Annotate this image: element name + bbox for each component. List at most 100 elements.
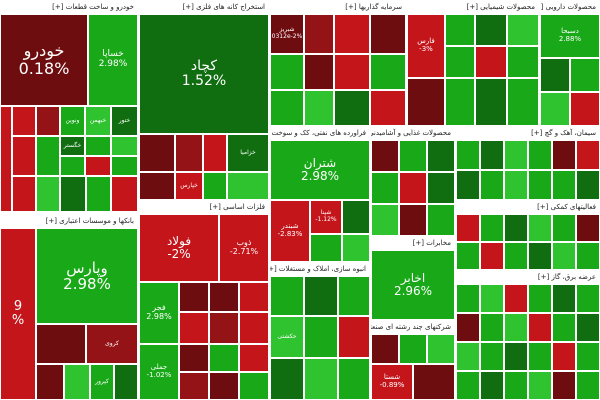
tile-auto-15[interactable] <box>12 176 36 212</box>
sector-oilprod-header[interactable]: محصولات شیمیایی [+] <box>407 0 539 14</box>
sector-auto-header[interactable]: خودرو و ساخت قطعات [+] <box>0 0 138 14</box>
sector-mining[interactable]: استخراج کانه های فلزی [+] کچاد 1.52% خزا… <box>139 0 269 200</box>
tile-metals-8[interactable] <box>209 344 239 372</box>
tile-auto-11[interactable] <box>111 136 138 156</box>
tile-vbmellat[interactable]: وپارس 2.98% <box>36 228 138 324</box>
tile-sbr[interactable]: شبریز 0312e-2% <box>270 14 304 54</box>
tile-re-9[interactable] <box>338 358 370 400</box>
tile-auto-14[interactable] <box>111 156 138 176</box>
tile-fajr[interactable]: فجر 2.98% <box>139 282 179 344</box>
tile-ce-4[interactable] <box>528 140 552 170</box>
tile-re-6[interactable] <box>338 316 370 358</box>
tile-ut-14[interactable] <box>480 342 504 371</box>
tile-ce-2[interactable] <box>480 140 504 170</box>
tile-invest-10[interactable] <box>334 90 370 126</box>
tile-ph-2[interactable] <box>570 58 600 92</box>
tile-chem-7[interactable] <box>371 204 399 236</box>
tile-oil-10[interactable] <box>507 78 539 126</box>
tile-ho-8[interactable] <box>480 242 504 270</box>
tile-banks-5[interactable]: کپرور <box>90 364 114 400</box>
tile-banks-4[interactable] <box>64 364 90 400</box>
tile-invest-6[interactable] <box>334 54 370 90</box>
tile-ce-5[interactable] <box>552 140 576 170</box>
sector-cement-header[interactable]: سیمان، آهک و گچ [+] <box>456 126 600 140</box>
tile-invest-8[interactable] <box>270 90 304 126</box>
tile-ho-10[interactable] <box>528 242 552 270</box>
sector-util-header[interactable]: عرضه برق، گاز [+] <box>456 270 600 284</box>
sector-realestate[interactable]: انبوه سازی، املاک و مستغلات [+] حکشتی <box>270 262 370 400</box>
sector-invest-header[interactable]: سرمایه گذاریها [+] <box>270 0 406 14</box>
tile-ho-1[interactable] <box>456 214 480 242</box>
tile-ho-12[interactable] <box>576 242 600 270</box>
tile-ho-9[interactable] <box>504 242 528 270</box>
tile-banks-6[interactable] <box>114 364 138 400</box>
tile-ph-1[interactable] <box>540 58 570 92</box>
tile-invest-3[interactable] <box>370 14 406 54</box>
tile-ho-4[interactable] <box>528 214 552 242</box>
tile-ut-13[interactable] <box>456 342 480 371</box>
tile-comp-1[interactable] <box>371 334 399 364</box>
sector-holding[interactable]: فعالیتهای کمکی [+] <box>456 200 600 270</box>
tile-chem-6[interactable] <box>427 172 455 204</box>
sector-refinery[interactable]: فراورده های نفتی، کک و سوخت هس [+] شتران… <box>270 126 370 262</box>
sector-auto[interactable]: خودرو و ساخت قطعات [+] خودرو 0.18% خساپا… <box>0 0 138 212</box>
tile-ref-3[interactable] <box>342 234 370 262</box>
tile-ut-2[interactable] <box>480 284 504 313</box>
tile-ho-11[interactable] <box>552 242 576 270</box>
sector-pharma-header[interactable]: محصولات دارویی [+] <box>540 0 600 14</box>
tile-auto-3[interactable] <box>36 106 60 136</box>
tile-chem-2[interactable] <box>399 140 427 172</box>
tile-re-2[interactable] <box>304 276 338 316</box>
sector-refinery-header[interactable]: فراورده های نفتی، کک و سوخت هس [+] <box>270 126 370 140</box>
tile-invest-7[interactable] <box>370 54 406 90</box>
tile-mining-7[interactable] <box>203 172 227 200</box>
tile-ut-3[interactable] <box>504 284 528 313</box>
tile-ut-7[interactable] <box>456 313 480 342</box>
tile-shabandar[interactable]: شبندر -2.83% <box>270 200 310 262</box>
tile-ut-21[interactable] <box>504 371 528 400</box>
tile-ho-2[interactable] <box>480 214 504 242</box>
tile-ut-11[interactable] <box>552 313 576 342</box>
tile-re-1[interactable] <box>270 276 304 316</box>
tile-invest-11[interactable] <box>370 90 406 126</box>
sector-comp[interactable]: شرکتهای چند رشته ای صنعتی [+] شستا -0.89… <box>371 320 455 400</box>
sector-banks-header[interactable]: بانکها و موسسات اعتباری [+] <box>0 214 138 228</box>
tile-auto-17[interactable] <box>60 176 86 212</box>
tile-metals-5[interactable] <box>209 312 239 344</box>
tile-invest-5[interactable] <box>304 54 334 90</box>
tile-metals-2[interactable] <box>209 282 239 312</box>
tile-auto-12[interactable] <box>60 156 85 176</box>
tile-chem-4[interactable] <box>371 172 399 204</box>
tile-metals-9[interactable] <box>239 344 269 372</box>
tile-chem-9[interactable] <box>427 204 455 236</box>
tile-oil-3[interactable] <box>507 14 539 46</box>
tile-ho-7[interactable] <box>456 242 480 270</box>
sector-pharma[interactable]: محصولات دارویی [+] دسبحا 2.88% <box>540 0 600 126</box>
tile-auto-13[interactable] <box>85 156 111 176</box>
tile-mining-5[interactable] <box>139 172 175 200</box>
sector-metals-header[interactable]: فلزات اساسی [+] <box>139 200 269 214</box>
tile-invest-2[interactable] <box>334 14 370 54</box>
tile-metals-10[interactable] <box>179 372 209 400</box>
tile-auto-10[interactable] <box>85 136 111 156</box>
tile-auto-8[interactable] <box>36 136 60 176</box>
tile-auto-2[interactable] <box>12 106 36 136</box>
sector-chemical[interactable]: محصولات غذایی و آشامیدنی [+] <box>371 126 455 236</box>
tile-ut-22[interactable] <box>528 371 552 400</box>
tile-ho-5[interactable] <box>552 214 576 242</box>
tile-khasapa[interactable]: خساپا 2.98% <box>88 14 138 106</box>
tile-metals-11[interactable] <box>209 372 239 400</box>
tile-ut-4[interactable] <box>528 284 552 313</box>
tile-ut-16[interactable] <box>528 342 552 371</box>
sector-realestate-header[interactable]: انبوه سازی، املاک و مستغلات [+] <box>270 262 370 276</box>
tile-ut-6[interactable] <box>576 284 600 313</box>
tile-oil-4[interactable] <box>445 46 475 78</box>
tile-dsobha[interactable]: دسبحا 2.88% <box>540 14 600 58</box>
tile-zob[interactable]: ذوب -2.71% <box>219 214 269 282</box>
sector-chemical-header[interactable]: محصولات غذایی و آشامیدنی [+] <box>371 126 455 140</box>
tile-chem-5[interactable] <box>399 172 427 204</box>
sector-util[interactable]: عرضه برق، گاز [+] <box>456 270 600 400</box>
sector-mining-header[interactable]: استخراج کانه های فلزی [+] <box>139 0 269 14</box>
tile-chem-8[interactable] <box>399 204 427 236</box>
tile-ut-15[interactable] <box>504 342 528 371</box>
